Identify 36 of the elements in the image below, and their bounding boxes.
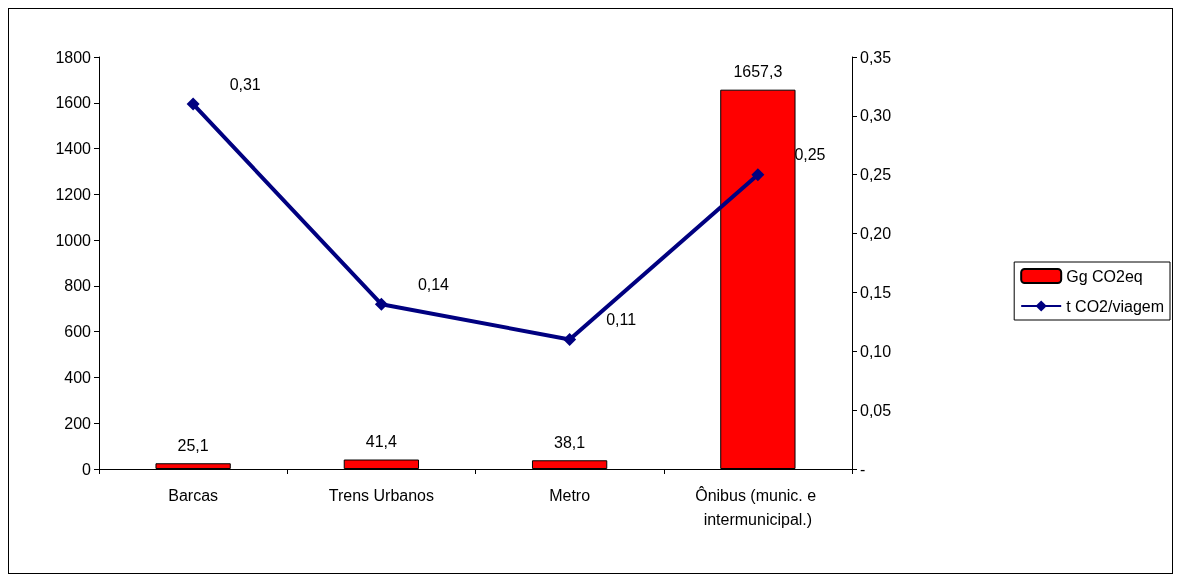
legend-label: t CO2/viagem xyxy=(1066,297,1164,315)
y-tick-label: 1600 xyxy=(55,94,92,112)
y2-tick-label: 0,20 xyxy=(860,225,892,243)
data-label: 38,1 xyxy=(554,433,586,451)
y-tick-label: 1800 xyxy=(55,48,92,66)
y2-tick-label: 0,10 xyxy=(860,342,892,360)
y-tick-label: 0 xyxy=(82,460,92,478)
y2-tick-label: 0,05 xyxy=(860,401,892,419)
y-tick-label: 800 xyxy=(64,277,92,295)
y-tick-label: 1200 xyxy=(55,185,92,203)
legend-label: Gg CO2eq xyxy=(1066,267,1143,285)
y2-tick-label: - xyxy=(860,460,866,478)
point xyxy=(751,168,765,182)
data-label: 41,4 xyxy=(365,433,398,451)
y-tick-label: 400 xyxy=(64,368,92,386)
y-tick-label: 1400 xyxy=(55,140,92,158)
data-label: 0,25 xyxy=(794,146,826,164)
y2-tick-label: 0,25 xyxy=(860,166,892,184)
data-label: 0,11 xyxy=(606,311,637,329)
y2-tick-label: 0,30 xyxy=(860,107,892,125)
x-tick-label: Metro xyxy=(549,486,591,504)
y-tick-label: 1000 xyxy=(55,231,92,249)
x-tick-label: Ônibus (munic. e intermunicipal.) xyxy=(695,485,821,528)
y-tick-label: 600 xyxy=(64,323,92,341)
data-label: 0,31 xyxy=(229,75,261,93)
y-tick-label: 200 xyxy=(64,414,92,432)
y2-tick-label: 0,15 xyxy=(860,283,892,301)
data-label: 25,1 xyxy=(177,436,209,454)
point xyxy=(186,97,200,111)
x-tick-label: Trens Urbanos xyxy=(328,486,434,504)
x-tick-label: Barcas xyxy=(168,486,219,504)
data-label: 1657,3 xyxy=(733,63,783,81)
y2-tick-label: 0,35 xyxy=(860,48,892,66)
point xyxy=(563,333,577,347)
data-label: 0,14 xyxy=(417,275,450,293)
point xyxy=(374,297,388,311)
